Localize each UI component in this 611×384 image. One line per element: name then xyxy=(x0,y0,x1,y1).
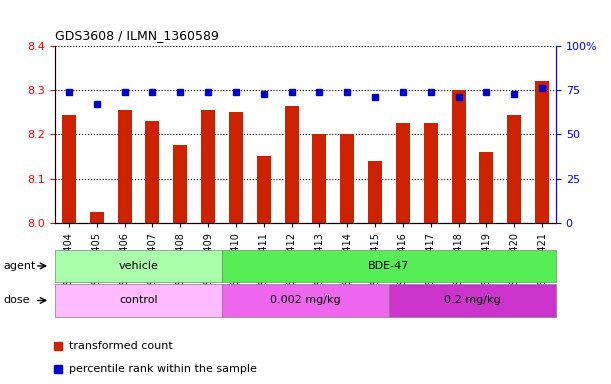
Text: BDE-47: BDE-47 xyxy=(368,261,410,271)
Bar xyxy=(55,250,222,282)
Text: 0.2 mg/kg: 0.2 mg/kg xyxy=(444,295,501,306)
Bar xyxy=(117,110,131,223)
Bar xyxy=(396,123,410,223)
Bar xyxy=(201,110,215,223)
Bar xyxy=(340,134,354,223)
Bar xyxy=(145,121,159,223)
Bar xyxy=(424,123,437,223)
Text: percentile rank within the sample: percentile rank within the sample xyxy=(68,364,257,374)
Bar xyxy=(368,161,382,223)
Bar xyxy=(55,284,222,317)
Bar xyxy=(229,112,243,223)
Bar xyxy=(480,152,494,223)
Bar xyxy=(312,134,326,223)
Text: vehicle: vehicle xyxy=(119,261,158,271)
Bar xyxy=(222,284,389,317)
Text: agent: agent xyxy=(3,261,35,271)
Text: dose: dose xyxy=(3,295,29,306)
Bar xyxy=(285,106,299,223)
Bar xyxy=(222,250,556,282)
Bar xyxy=(535,81,549,223)
Text: 0.002 mg/kg: 0.002 mg/kg xyxy=(270,295,341,306)
Bar xyxy=(90,212,104,223)
Bar xyxy=(174,146,187,223)
Bar xyxy=(452,90,466,223)
Bar xyxy=(257,156,271,223)
Text: transformed count: transformed count xyxy=(68,341,172,351)
Text: GDS3608 / ILMN_1360589: GDS3608 / ILMN_1360589 xyxy=(55,29,219,42)
Text: control: control xyxy=(119,295,158,306)
Bar xyxy=(389,284,556,317)
Bar xyxy=(507,114,521,223)
Bar xyxy=(62,114,76,223)
